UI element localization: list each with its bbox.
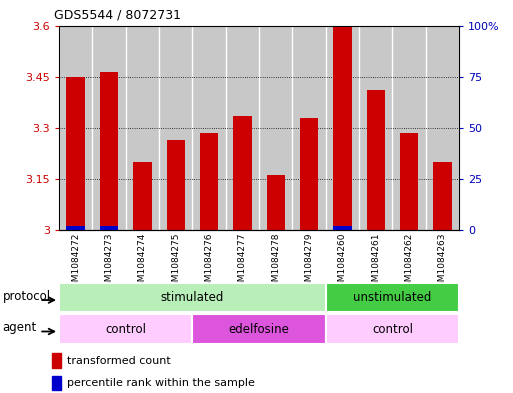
Bar	[333, 27, 351, 230]
Text: protocol: protocol	[3, 290, 51, 303]
Bar	[426, 26, 459, 230]
Text: percentile rank within the sample: percentile rank within the sample	[67, 378, 255, 388]
Bar	[92, 26, 126, 230]
Bar	[359, 26, 392, 230]
Bar	[233, 116, 251, 230]
Bar	[392, 26, 426, 230]
Text: agent: agent	[3, 321, 37, 334]
Bar	[259, 26, 292, 230]
Text: edelfosine: edelfosine	[229, 323, 289, 336]
Bar	[192, 314, 326, 344]
Bar	[59, 314, 192, 344]
Bar	[326, 314, 459, 344]
Bar	[167, 140, 185, 230]
Bar	[226, 26, 259, 230]
Text: GDS5544 / 8072731: GDS5544 / 8072731	[54, 9, 181, 22]
Bar	[52, 353, 61, 367]
Text: stimulated: stimulated	[161, 291, 224, 304]
Bar	[326, 283, 459, 312]
Bar	[159, 26, 192, 230]
Bar	[59, 26, 92, 230]
Bar	[52, 376, 61, 390]
Bar	[59, 283, 326, 312]
Bar	[67, 77, 85, 230]
Bar	[400, 133, 418, 230]
Bar	[192, 26, 226, 230]
Bar	[292, 26, 326, 230]
Bar	[67, 226, 85, 230]
Bar	[126, 26, 159, 230]
Bar	[100, 226, 118, 230]
Bar	[367, 90, 385, 230]
Bar	[300, 118, 318, 230]
Bar	[333, 226, 351, 230]
Text: control: control	[105, 323, 146, 336]
Text: control: control	[372, 323, 413, 336]
Bar	[433, 162, 451, 230]
Text: unstimulated: unstimulated	[353, 291, 431, 304]
Bar	[326, 26, 359, 230]
Bar	[133, 162, 151, 230]
Bar	[100, 72, 118, 230]
Text: transformed count: transformed count	[67, 356, 171, 365]
Bar	[200, 133, 218, 230]
Bar	[267, 175, 285, 230]
